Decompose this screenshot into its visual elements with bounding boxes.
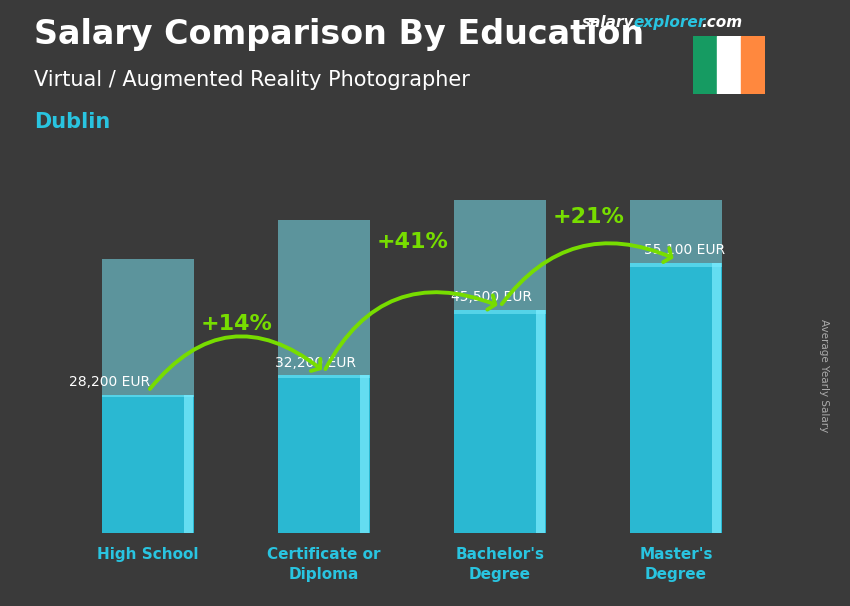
Text: Salary Comparison By Education: Salary Comparison By Education [34, 18, 644, 51]
Bar [693, 36, 717, 94]
Text: Virtual / Augmented Reality Photographer: Virtual / Augmented Reality Photographer [34, 70, 470, 90]
Text: 28,200 EUR: 28,200 EUR [69, 375, 150, 389]
Text: Average Yearly Salary: Average Yearly Salary [819, 319, 829, 432]
Text: Dublin: Dublin [34, 112, 110, 132]
Bar [184, 395, 193, 533]
Text: .com: .com [701, 15, 742, 30]
Bar [102, 395, 194, 533]
Bar [712, 263, 721, 533]
Bar [102, 259, 194, 397]
Bar [455, 90, 546, 314]
Bar [278, 376, 370, 533]
Bar [360, 376, 369, 533]
Text: salary: salary [582, 15, 635, 30]
Text: +41%: +41% [377, 231, 448, 251]
Text: 55,100 EUR: 55,100 EUR [644, 244, 725, 258]
Text: +14%: +14% [200, 314, 272, 334]
Text: 32,200 EUR: 32,200 EUR [275, 356, 356, 370]
Bar [536, 310, 545, 533]
Bar [631, 263, 722, 533]
Bar [717, 36, 741, 94]
Text: 45,500 EUR: 45,500 EUR [450, 290, 532, 304]
Text: +21%: +21% [552, 207, 624, 227]
Bar [741, 36, 765, 94]
Bar [278, 220, 370, 378]
Bar [455, 310, 546, 533]
Text: explorer: explorer [633, 15, 706, 30]
Bar [631, 0, 722, 267]
